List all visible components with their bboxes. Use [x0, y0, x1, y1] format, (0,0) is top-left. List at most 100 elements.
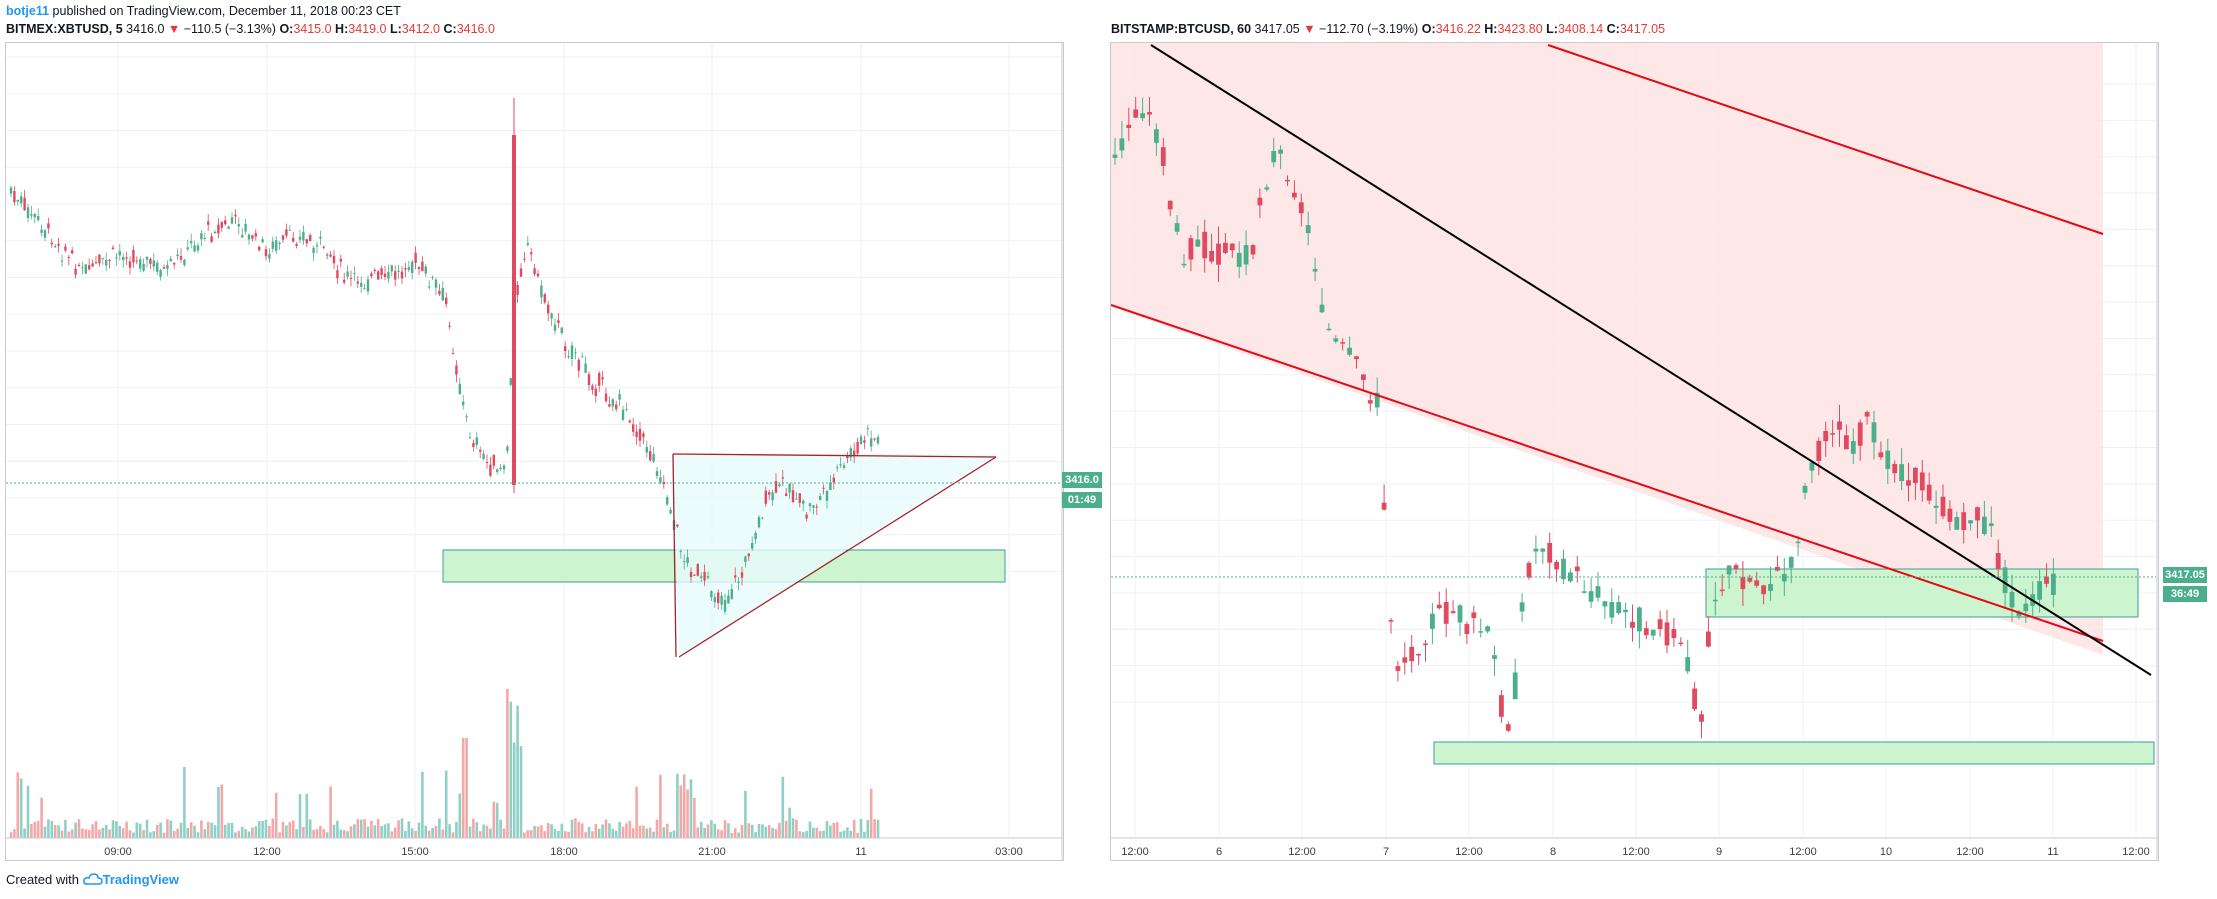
- tradingview-brand-link[interactable]: TradingView: [102, 872, 179, 887]
- right-candle-body: [1871, 422, 1877, 443]
- left-candle-body: [754, 532, 757, 540]
- right-candle-body: [1885, 450, 1891, 469]
- left-candle-body: [383, 273, 387, 278]
- left-volume-bar: [101, 827, 105, 838]
- left-candle-body: [428, 286, 431, 288]
- left-volume-bar: [234, 832, 237, 838]
- left-volume-bar: [47, 819, 50, 838]
- left-candle-body: [118, 251, 121, 256]
- left-volume-bar: [50, 820, 54, 838]
- right-candle-body: [1264, 187, 1270, 190]
- left-volume-bar: [322, 829, 326, 838]
- left-volume-bar: [859, 818, 863, 838]
- left-candle-body: [251, 235, 254, 239]
- left-volume-bar: [400, 818, 404, 838]
- left-candle-body: [179, 256, 183, 260]
- left-candle-body: [744, 556, 747, 562]
- left-candle-body: [176, 254, 179, 257]
- left-candle-body: [615, 404, 618, 410]
- right-candle-body: [1119, 138, 1125, 151]
- right-candle-body: [1547, 542, 1553, 563]
- left-volume-bar: [495, 802, 499, 838]
- left-candle-body: [101, 257, 104, 259]
- right-candle-body: [1995, 552, 2001, 569]
- right-candle-body: [1436, 604, 1442, 609]
- right-candle-body: [1961, 512, 1967, 530]
- left-triangle-side-line[interactable]: [672, 453, 677, 658]
- left-x-tick: 21:00: [698, 846, 726, 858]
- left-volume-bar: [359, 819, 363, 838]
- left-triangle-top-line[interactable]: [672, 453, 997, 458]
- left-candle-body: [839, 464, 842, 466]
- left-candle-body: [846, 455, 849, 459]
- left-chart-panel[interactable]: 3580.03560.03540.03520.03500.03480.03460…: [5, 42, 1104, 861]
- right-black-trendline[interactable]: [1150, 44, 2152, 676]
- left-volume-bar: [631, 828, 635, 838]
- left-volume-bar: [404, 830, 407, 838]
- left-candle-body: [621, 409, 625, 420]
- left-volume-bar: [298, 794, 302, 838]
- right-chart-canvas[interactable]: 3880.003840.003800.003760.003720.003680.…: [1110, 43, 2205, 860]
- left-candle-body: [496, 469, 499, 472]
- left-candle-body: [475, 437, 478, 445]
- right-symbol[interactable]: BITSTAMP:BTCUSD, 60: [1111, 22, 1252, 36]
- left-time-axis[interactable]: 09:00 12:00 15:00 18:00 21:00 11 03:00: [104, 846, 1023, 858]
- left-symbol[interactable]: BITMEX:XBTUSD, 5: [6, 22, 123, 36]
- left-volume-bar: [366, 826, 370, 838]
- left-candle-body: [785, 493, 788, 496]
- left-volume-bar: [529, 830, 533, 838]
- left-candle-body: [88, 265, 91, 270]
- left-chart-canvas[interactable]: 3580.03560.03540.03520.03500.03480.03460…: [6, 43, 1104, 860]
- left-candle-body: [319, 236, 322, 239]
- left-candle-body: [26, 207, 30, 219]
- left-volume-bar: [852, 819, 856, 838]
- left-volume-bar: [832, 823, 836, 838]
- right-support-zone-upper[interactable]: [1705, 568, 2139, 618]
- right-candle-body: [1706, 631, 1711, 647]
- right-channel-lower-line[interactable]: [1110, 304, 2104, 642]
- left-volume-bar: [669, 831, 672, 838]
- right-candle-body: [1926, 484, 1932, 501]
- left-candle-body: [244, 223, 247, 232]
- left-volume-bar: [686, 789, 689, 838]
- left-high: 3419.0: [348, 22, 387, 36]
- right-chart-panel[interactable]: 3880.003840.003800.003760.003720.003680.…: [1110, 42, 2205, 861]
- left-candle-body: [791, 490, 795, 503]
- right-candle-body: [1216, 243, 1221, 265]
- right-candle-body: [1533, 548, 1539, 552]
- right-time-axis[interactable]: 12:00 6 12:00 7 12:00 8 12:00 9 12:00 10 12:00 11 12…: [1121, 846, 2150, 858]
- left-volume-bar: [625, 823, 628, 838]
- left-volume-bar: [13, 829, 16, 838]
- left-triangle-bottom-line[interactable]: [678, 456, 997, 658]
- left-volume-bar: [278, 832, 281, 838]
- left-volume-bar: [478, 831, 482, 838]
- left-candle-body: [33, 214, 36, 218]
- left-volume-bar: [492, 801, 496, 838]
- footer: Created with TradingView: [6, 872, 179, 888]
- left-volume-bar: [543, 831, 547, 838]
- left-volume-bar: [761, 824, 764, 838]
- left-candle-body: [196, 245, 200, 251]
- right-x-tick: 12:00: [2122, 846, 2150, 858]
- left-volume-bar: [291, 820, 295, 838]
- left-volume-bar: [713, 823, 717, 838]
- left-candle-body: [309, 235, 312, 242]
- left-x-tick: 09:00: [104, 846, 132, 858]
- left-countdown-badge: 01:49: [1062, 492, 1102, 508]
- left-candle-body: [438, 290, 441, 295]
- right-channel-upper-line[interactable]: [1547, 44, 2104, 235]
- right-candle-body: [1499, 695, 1504, 717]
- left-candle-body: [509, 378, 512, 385]
- left-volume-bar: [118, 825, 122, 838]
- left-candle-body: [543, 294, 546, 303]
- left-candle-body: [720, 595, 723, 605]
- right-candle-body: [1906, 480, 1911, 486]
- author-link[interactable]: botje11: [6, 4, 50, 18]
- left-candle-body: [288, 229, 291, 231]
- right-support-zone-lower[interactable]: [1433, 741, 2155, 765]
- left-candle-body: [587, 374, 591, 386]
- right-candle-body: [1140, 113, 1145, 119]
- left-candle-body: [866, 428, 869, 430]
- left-last-price: 3416.0: [126, 22, 165, 36]
- left-volume-bar: [689, 779, 693, 838]
